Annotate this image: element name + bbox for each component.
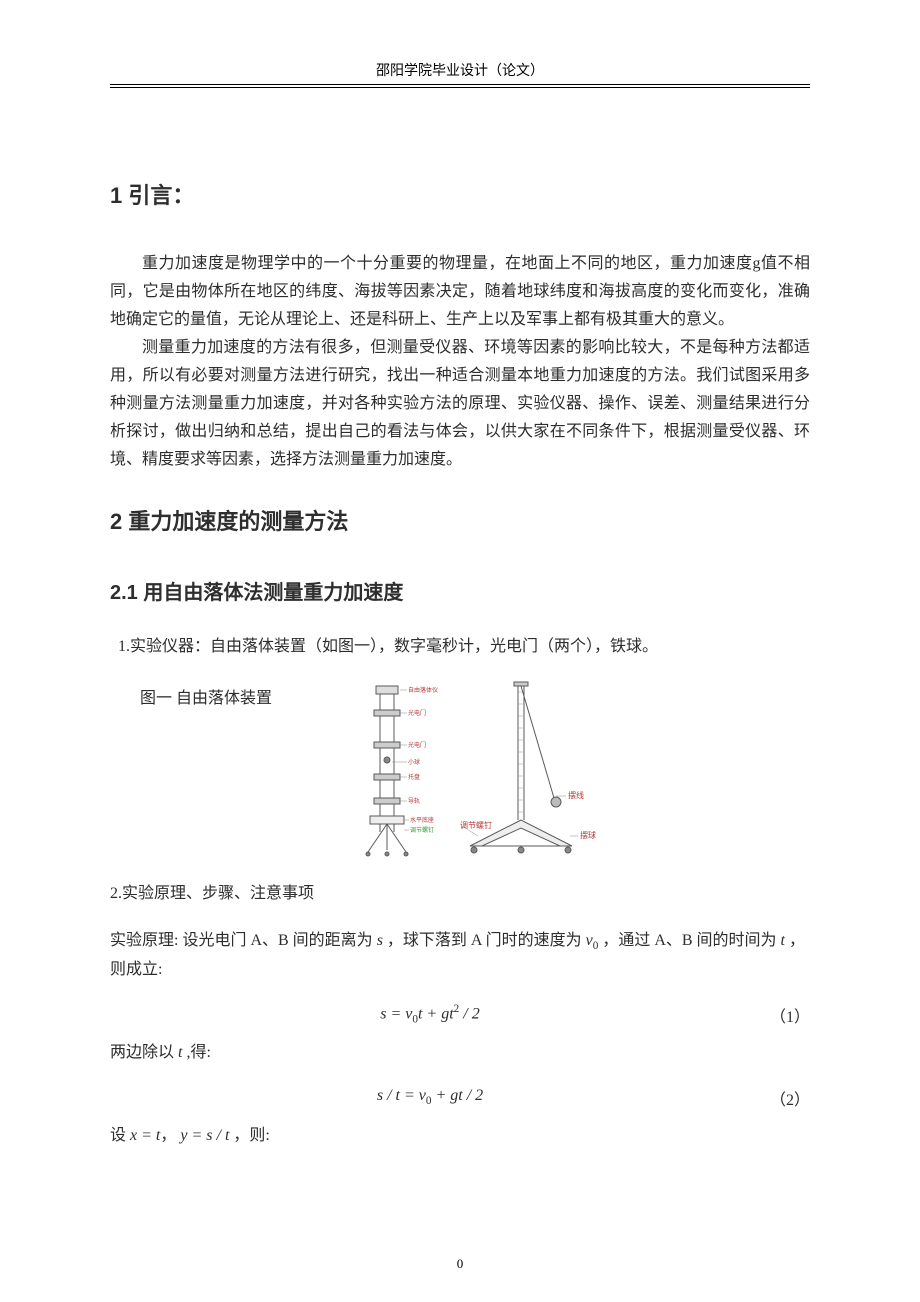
section-2-heading: 2 重力加速度的测量方法	[110, 504, 810, 536]
principle-mid1: ，球下落到 A 门时的速度为	[387, 932, 582, 949]
principle-mid2: ，通过 A、B 间的时间为	[602, 932, 776, 949]
principle-line: 实验原理: 设光电门 A、B 间的距离为 s ，球下落到 A 门时的速度为 v0…	[110, 927, 810, 985]
instruments-line: 1.实验仪器：自由落体装置（如图一），数字毫秒计，光电门（两个），铁球。	[118, 633, 810, 662]
set-x: x = t	[130, 1127, 160, 1144]
page-number: 0	[0, 1256, 920, 1272]
equation-1-number: （1）	[750, 1003, 810, 1027]
divide-line: 两边除以 t ,得:	[110, 1039, 810, 1068]
figure-1-row: 图一 自由落体装置	[110, 680, 810, 860]
diagram-label-bob: 摆球	[580, 830, 596, 840]
header-rule	[110, 87, 810, 88]
diagram-label-base: 水平底座	[410, 816, 434, 824]
set-post: ，则:	[233, 1127, 269, 1144]
divide-post: ,得:	[186, 1044, 210, 1061]
diagram-label-string: 摆线	[568, 790, 584, 800]
divide-pre: 两边除以	[110, 1044, 174, 1061]
apparatus-diagram: 自由落体仪 光电门 光电门 小球 托盘 导轨 水平底座 调节螺钉 调节螺钉	[332, 680, 632, 860]
principle-pre: 实验原理: 设光电门 A、B 间的距离为	[110, 932, 373, 949]
diagram-label-gate2: 光电门	[408, 741, 426, 749]
diagram-label-tray: 托盘	[408, 773, 420, 781]
section-1-para-2: 测量重力加速度的方法有很多，但测量受仪器、环境等因素的影响比较大，不是每种方法都…	[110, 334, 810, 474]
section-1-para-1: 重力加速度是物理学中的一个十分重要的物理量，在地面上不同的地区，重力加速度g值不…	[110, 250, 810, 334]
running-header: 邵阳学院毕业设计（论文）	[110, 60, 810, 85]
equation-2: s / t = v0 + gt / 2 （2）	[110, 1086, 810, 1110]
figure-1-caption: 图一 自由落体装置	[140, 684, 272, 708]
set-y: y = s / t	[180, 1127, 229, 1144]
diagram-label-ball: 小球	[408, 758, 420, 766]
diagram-label-rail: 导轨	[408, 797, 420, 805]
section-1-body: 重力加速度是物理学中的一个十分重要的物理量，在地面上不同的地区，重力加速度g值不…	[110, 250, 810, 474]
section-2-1-heading: 2.1 用自由落体法测量重力加速度	[110, 576, 810, 605]
section-1-heading: 1 引言：	[110, 178, 810, 210]
var-t: t	[781, 932, 789, 949]
equation-1-body: s = v0t + gt2 / 2	[110, 1003, 750, 1026]
diagram-label-adjust: 调节螺钉	[460, 820, 492, 830]
equation-1: s = v0t + gt2 / 2 （1）	[110, 1003, 810, 1027]
equation-2-body: s / t = v0 + gt / 2	[110, 1087, 750, 1107]
set-line: 设 x = t， y = s / t ，则:	[110, 1122, 810, 1151]
principle-heading: 2.实验原理、步骤、注意事项	[110, 880, 810, 909]
diagram-label-top: 自由落体仪	[408, 686, 438, 694]
set-pre: 设	[110, 1127, 130, 1144]
var-s: s	[377, 932, 387, 949]
var-v0: v0	[586, 932, 599, 949]
page-root: 邵阳学院毕业设计（论文） 1 引言： 重力加速度是物理学中的一个十分重要的物理量…	[0, 0, 920, 1302]
equation-2-number: （2）	[750, 1086, 810, 1110]
diagram-label-screw: 调节螺钉	[410, 826, 434, 834]
diagram-label-gate1: 光电门	[408, 709, 426, 717]
